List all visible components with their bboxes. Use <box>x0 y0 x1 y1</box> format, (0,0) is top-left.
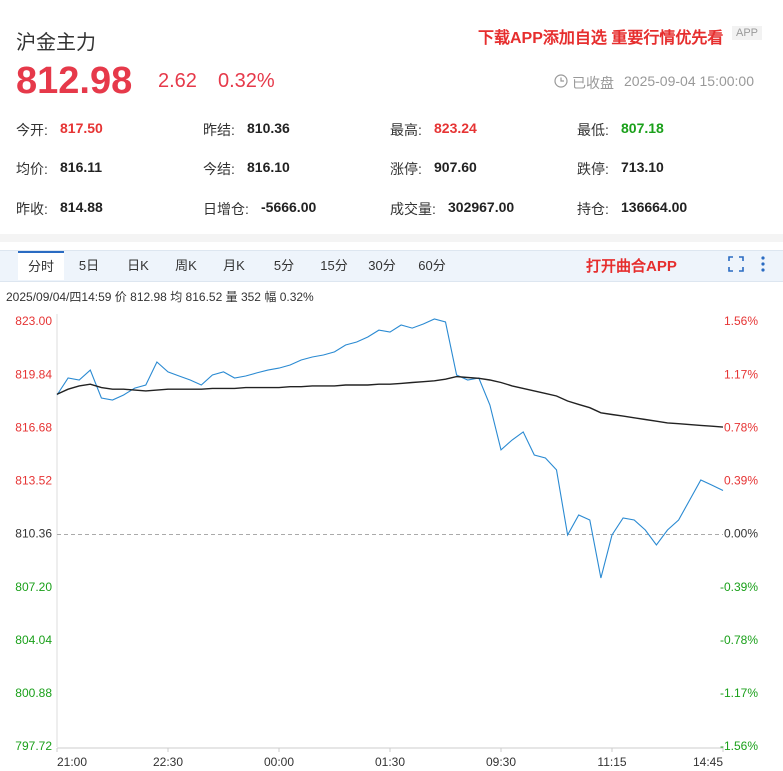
y-tick-label: 823.00 <box>15 314 52 328</box>
clock-icon <box>554 74 568 88</box>
open-app[interactable]: 打开曲合APP <box>586 258 677 275</box>
info-label: 均 <box>170 290 183 304</box>
info-label: 幅 <box>264 290 277 304</box>
x-tick-label: 00:00 <box>264 755 294 769</box>
y2-tick-label: 0.78% <box>724 420 758 434</box>
stat-value: 816.11 <box>60 159 103 175</box>
tab[interactable]: 周K <box>175 258 197 273</box>
x-tick-label: 22:30 <box>153 755 183 769</box>
info-label: 价 <box>114 290 127 304</box>
stat-label: 昨收: <box>16 201 48 217</box>
stat-value: 810.36 <box>247 120 290 136</box>
info-value: 812.98 <box>130 290 167 304</box>
stat-label: 持仓: <box>577 201 609 217</box>
stat-label: 最低: <box>577 122 609 138</box>
y2-tick-label: -0.78% <box>720 633 758 647</box>
tab[interactable]: 分时 <box>18 251 64 280</box>
info-value: 816.52 <box>185 290 223 304</box>
stat-label: 最高: <box>390 122 422 138</box>
info-line: 2025/09/04/四14:59 价 812.98 均 816.52 量 35… <box>6 288 314 305</box>
stat-label: 今结: <box>203 161 235 177</box>
stat-value: 302967.00 <box>448 199 515 215</box>
title: 沪金主力 <box>16 32 96 54</box>
x-tick-label: 14:45 <box>693 755 723 769</box>
tab[interactable]: 5分 <box>273 258 295 273</box>
stat-value: -5666.00 <box>261 199 317 215</box>
y2-tick-label: 1.17% <box>724 367 758 381</box>
series-line <box>56 375 724 428</box>
y2-tick-label: 0.39% <box>724 474 758 488</box>
info-label: 量 <box>225 290 238 304</box>
y-tick-label: 797.72 <box>15 739 52 753</box>
y-tick-label: 819.84 <box>15 367 52 381</box>
info-value: 0.32% <box>279 290 314 304</box>
stat-value: 713.10 <box>621 159 664 175</box>
stat-label: 昨结: <box>203 122 235 138</box>
app-badge[interactable]: APP <box>732 26 763 40</box>
y2-tick-label: -1.17% <box>720 686 758 700</box>
stat-label: 日增仓: <box>203 201 249 217</box>
x-tick-label: 21:00 <box>57 755 87 769</box>
y-tick-label: 804.04 <box>15 633 52 647</box>
tab[interactable]: 日K <box>127 258 149 273</box>
stat-label: 跌停: <box>577 161 609 177</box>
x-tick-label: 01:30 <box>375 755 405 769</box>
tab[interactable]: 30分 <box>368 258 396 273</box>
stat-label: 成交量: <box>390 201 436 217</box>
stat-value: 817.50 <box>60 120 103 136</box>
stat-value: 136664.00 <box>621 199 688 215</box>
stat-value: 907.60 <box>434 159 477 175</box>
tab[interactable]: 月K <box>223 258 245 273</box>
chart: 823.00 819.84 816.68 813.52 810.36 807.20 804.… <box>15 314 758 769</box>
change: 2.62 <box>158 70 197 92</box>
y2-tick-label: -1.56% <box>720 739 758 753</box>
tab[interactable]: 60分 <box>418 258 446 273</box>
stat-value: 807.18 <box>621 120 664 136</box>
tab[interactable]: 5日 <box>78 258 100 273</box>
info-time: 2025/09/04/四14:59 <box>6 290 112 304</box>
y-tick-label: 807.20 <box>15 580 52 594</box>
more-icon[interactable] <box>759 256 767 272</box>
y-tick-label: 816.68 <box>15 420 52 434</box>
tab-bar <box>0 250 783 282</box>
y2-tick-label: 0.00% <box>724 527 758 541</box>
stat-value: 814.88 <box>60 199 103 215</box>
info-value: 352 <box>240 290 261 304</box>
y2-tick-label: -0.39% <box>720 580 758 594</box>
series-line <box>56 318 724 579</box>
time: 2025-09-04 15:00:00 <box>624 73 754 89</box>
stat-label: 今开: <box>16 122 48 138</box>
tab[interactable]: 15分 <box>320 258 348 273</box>
stat-label: 均价: <box>16 161 48 177</box>
divider <box>0 234 783 242</box>
change-pct: 0.32% <box>218 70 275 92</box>
x-tick-label: 11:15 <box>597 755 626 769</box>
stat-value: 823.24 <box>434 120 477 136</box>
stat-label: 涨停: <box>390 161 422 177</box>
y-tick-label: 800.88 <box>15 686 52 700</box>
stat-value: 816.10 <box>247 159 290 175</box>
y2-tick-label: 1.56% <box>724 314 758 328</box>
x-tick-label: 09:30 <box>486 755 516 769</box>
promo[interactable]: 下载APP添加自选 重要行情优先看 <box>478 30 724 47</box>
fullscreen-icon[interactable] <box>728 256 744 272</box>
price: 812.98 <box>16 60 133 102</box>
y-tick-label: 810.36 <box>15 527 52 541</box>
y-tick-label: 813.52 <box>15 474 52 488</box>
status: 已收盘 <box>572 75 614 91</box>
